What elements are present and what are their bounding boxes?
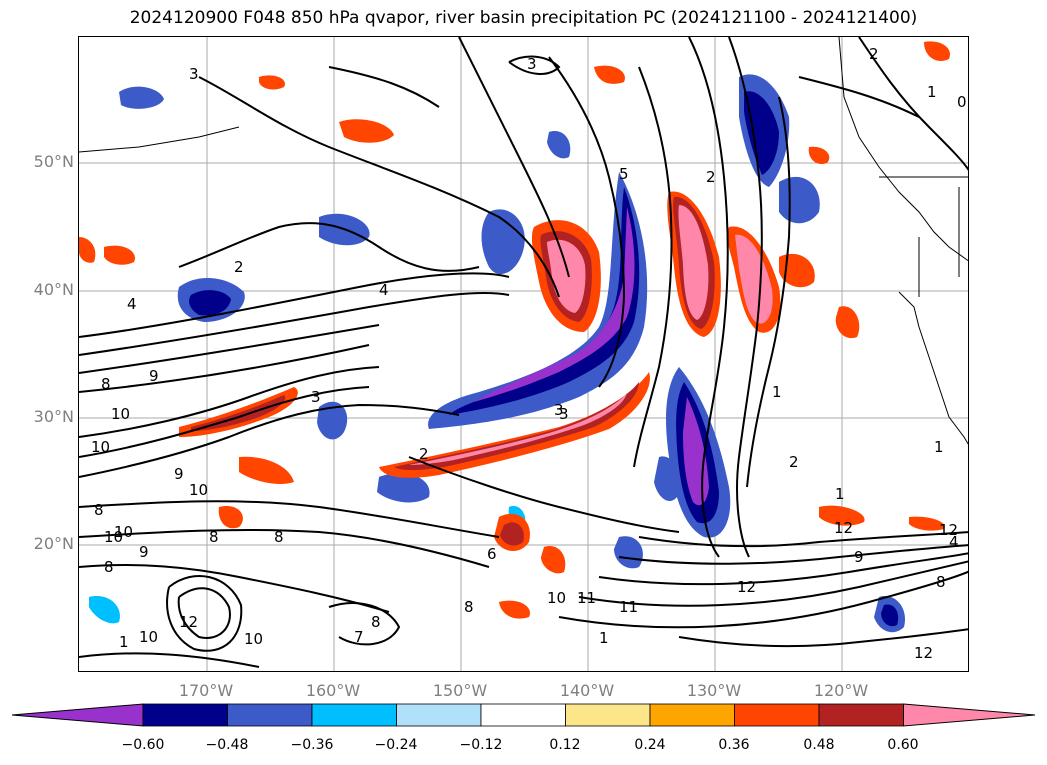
colorbar-segment	[734, 703, 820, 727]
colorbar-tick-label: −0.36	[290, 737, 334, 753]
qvapor-contours	[79, 37, 968, 668]
contour-label: 6	[487, 545, 497, 563]
colorbar-segment	[396, 703, 482, 727]
contour-label: 2	[869, 45, 879, 63]
contour-label: 1	[835, 485, 845, 503]
contour-label: 10	[111, 405, 130, 423]
contour-label: 8	[104, 558, 114, 576]
colorbar-tick-label: −0.24	[374, 737, 418, 753]
lon-label-140w: 140°W	[559, 681, 615, 700]
contour-label: 4	[127, 295, 137, 313]
map-canvas: 3 3 2 4 4 8 9 10 3 2 3 5 9 10 10 8 8 8 1…	[79, 37, 968, 671]
contour-label: 10	[139, 628, 158, 646]
contour-label: 8	[101, 375, 111, 393]
contour-label: 8	[464, 598, 474, 616]
lon-label-160w: 160°W	[305, 681, 361, 700]
colorbar-tick-label: 0.48	[803, 737, 835, 753]
contour-label: 10	[189, 481, 208, 499]
lat-label-40n: 40°N	[33, 280, 74, 299]
colorbar-tick-label: 0.24	[634, 737, 666, 753]
colorbar-tick-label: −0.60	[121, 737, 165, 753]
colorbar-tick-label: 0.36	[718, 737, 750, 753]
contour-label: 3	[527, 55, 537, 73]
pc-shading	[79, 41, 950, 633]
contour-label: 2	[419, 445, 429, 463]
contour-label: 1	[599, 629, 609, 647]
contour-label: 3	[311, 388, 321, 406]
colorbar-segment	[227, 703, 313, 727]
contour-label: 8	[936, 573, 946, 591]
contour-label: 8	[209, 528, 219, 546]
colorbar-extend-max	[903, 703, 1036, 727]
contour-label: 8	[94, 501, 104, 519]
contour-label: 5	[619, 165, 629, 183]
colorbar-segment	[818, 703, 904, 727]
contour-label: 2	[234, 258, 244, 276]
contour-label: 9	[854, 548, 864, 566]
graticule	[79, 37, 968, 671]
contour-label: 8	[274, 528, 284, 546]
contour-label: 10	[547, 589, 566, 607]
colorbar-tick-label: 0.12	[549, 737, 581, 753]
contour-label: 10	[91, 438, 110, 456]
colorbar-extend-min	[11, 703, 144, 727]
colorbar	[11, 703, 1036, 727]
contour-label: 9	[139, 543, 149, 561]
contour-label: 4	[949, 533, 959, 551]
contour-label: 12	[939, 521, 958, 539]
contour-label: 4	[379, 281, 389, 299]
contour-label: 12	[914, 644, 933, 662]
contour-value-labels: 3 3 2 4 4 8 9 10 3 2 3 5 9 10 10 8 8 8 1…	[91, 45, 967, 662]
contour-label: 3	[554, 401, 564, 419]
contour-label: 12	[737, 578, 756, 596]
contour-label: 1	[934, 438, 944, 456]
colorbar-tick-label: 0.60	[887, 737, 919, 753]
contour-label: 7	[354, 628, 364, 646]
map-panel[interactable]: 3 3 2 4 4 8 9 10 3 2 3 5 9 10 10 8 8 8 1…	[78, 36, 969, 672]
contour-label: 1	[772, 383, 782, 401]
contour-label: 3	[559, 405, 569, 423]
colorbar-tick-label: −0.12	[459, 737, 503, 753]
colorbar-segment	[649, 703, 735, 727]
colorbar-segment	[565, 703, 651, 727]
colorbar-segment	[480, 703, 566, 727]
contour-label: 12	[834, 519, 853, 537]
lat-label-50n: 50°N	[33, 152, 74, 171]
contour-label: 9	[174, 465, 184, 483]
contour-label: 11	[619, 598, 638, 616]
contour-label: 11	[577, 589, 596, 607]
contour-label: 3	[189, 65, 199, 83]
contour-label: 10	[114, 523, 133, 541]
colorbar-tick-label: −0.48	[205, 737, 249, 753]
colorbar-segment	[311, 703, 397, 727]
contour-label: 9	[149, 367, 159, 385]
coastlines	[79, 37, 968, 445]
contour-label: 10	[104, 528, 123, 546]
colorbar-segments	[11, 703, 1036, 727]
contour-label: 2	[789, 453, 799, 471]
contour-label: 10	[244, 630, 263, 648]
colorbar-segment	[142, 703, 228, 727]
contour-label: 12	[179, 613, 198, 631]
lon-label-150w: 150°W	[432, 681, 488, 700]
lat-label-30n: 30°N	[33, 407, 74, 426]
lon-label-120w: 120°W	[813, 681, 869, 700]
lat-label-20n: 20°N	[33, 534, 74, 553]
lon-label-130w: 130°W	[686, 681, 742, 700]
contour-label: 1	[927, 83, 937, 101]
contour-label: 1	[119, 633, 129, 651]
lon-label-170w: 170°W	[178, 681, 234, 700]
contour-label: 0	[957, 93, 967, 111]
map-title: 2024120900 F048 850 hPa qvapor, river ba…	[129, 8, 918, 28]
contour-label: 8	[371, 613, 381, 631]
contour-label: 2	[706, 168, 716, 186]
